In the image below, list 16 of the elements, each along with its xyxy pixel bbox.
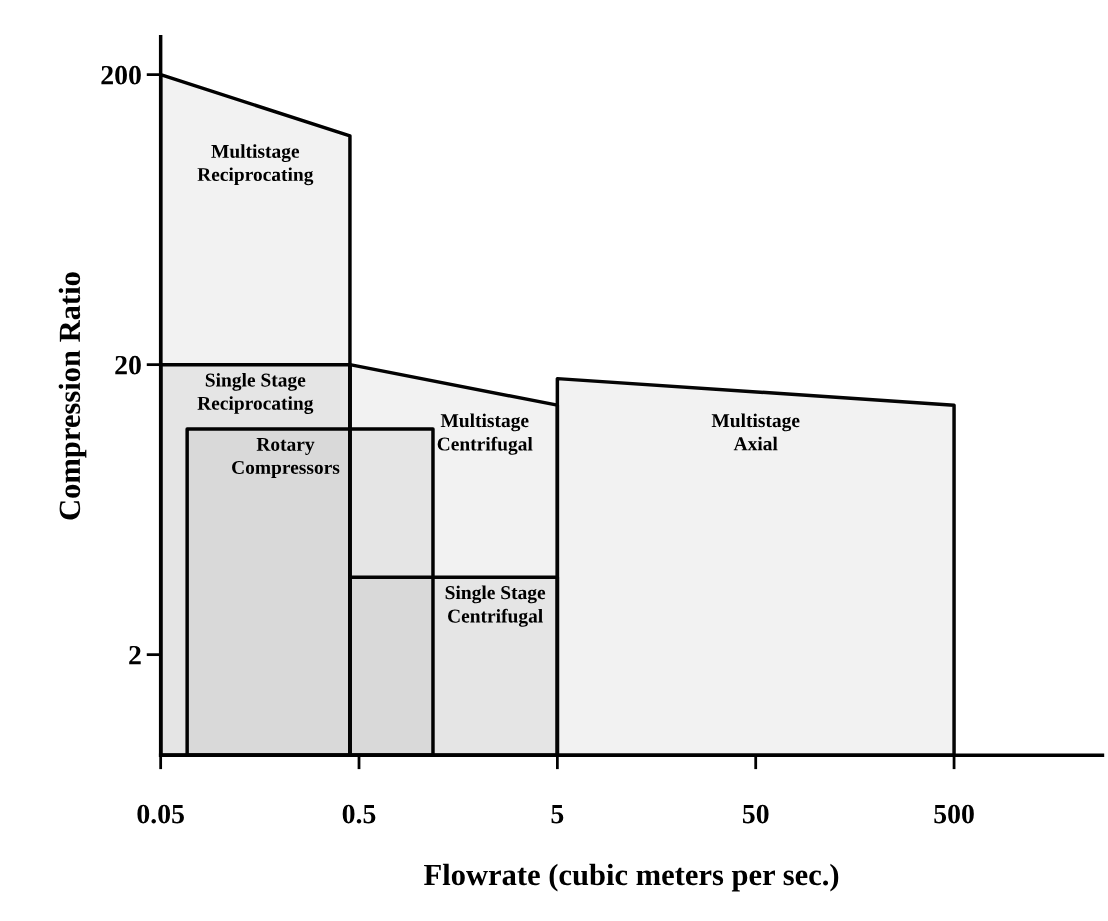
x-tick-label: 5 (551, 804, 564, 824)
series-label: Single Stage Centrifugal (445, 585, 546, 627)
series-label: Multistage Centrifugal (437, 413, 533, 455)
x-tick-label: 50 (742, 804, 769, 824)
series-label: Rotary Compressors (232, 438, 340, 478)
y-tick-label: 200 (101, 65, 141, 85)
x-tick-label: 500 (934, 804, 974, 824)
y-axis-title: Compression Ratio (58, 272, 87, 520)
y-tick-label: 20 (115, 355, 141, 375)
x-tick-label: 0.5 (342, 804, 376, 824)
x-tick-label: 0.05 (137, 804, 184, 824)
y-tick-label: 2 (129, 645, 141, 665)
series-label: Single Stage Reciprocating (197, 372, 314, 414)
x-axis-title: Flowrate (cubic meters per sec.) (424, 863, 839, 892)
series-label: Multistage Reciprocating (197, 144, 314, 186)
series-label: Multistage Axial (711, 413, 800, 451)
